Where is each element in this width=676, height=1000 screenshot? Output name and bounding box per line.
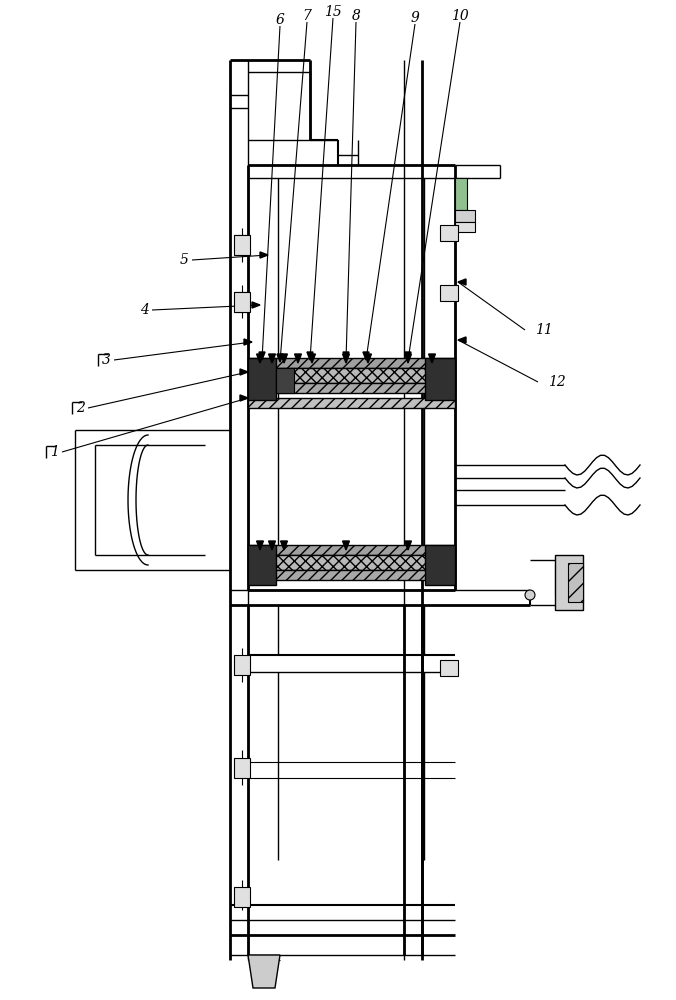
Polygon shape <box>252 302 260 308</box>
Polygon shape <box>268 354 275 363</box>
Bar <box>440 285 458 301</box>
Bar <box>440 660 458 676</box>
Text: 10: 10 <box>451 9 469 23</box>
Text: 8: 8 <box>352 9 360 23</box>
Polygon shape <box>405 352 411 360</box>
Bar <box>248 398 455 408</box>
Text: 4: 4 <box>139 303 149 317</box>
Bar <box>248 545 455 555</box>
Polygon shape <box>308 354 316 363</box>
Polygon shape <box>244 339 252 345</box>
Bar <box>425 358 455 400</box>
Polygon shape <box>343 354 349 363</box>
Text: 6: 6 <box>276 13 285 27</box>
Text: 9: 9 <box>410 11 419 25</box>
Bar <box>568 563 583 602</box>
Polygon shape <box>257 354 264 363</box>
Bar <box>555 555 583 610</box>
Text: 2: 2 <box>76 401 84 415</box>
Polygon shape <box>363 352 369 360</box>
Polygon shape <box>343 352 349 360</box>
Bar <box>248 358 455 368</box>
Polygon shape <box>307 352 313 360</box>
Bar <box>248 555 455 570</box>
Polygon shape <box>240 395 248 401</box>
Bar <box>455 178 467 210</box>
Bar <box>248 570 455 580</box>
Bar <box>234 758 250 778</box>
Bar <box>248 545 276 585</box>
Text: 12: 12 <box>548 375 566 389</box>
Polygon shape <box>404 541 412 550</box>
Text: 5: 5 <box>180 253 189 267</box>
Bar <box>276 368 294 393</box>
Bar <box>248 383 455 393</box>
Polygon shape <box>248 955 280 988</box>
Bar <box>234 235 250 255</box>
Polygon shape <box>458 337 466 343</box>
Polygon shape <box>458 279 466 285</box>
Bar <box>248 368 455 383</box>
Bar <box>455 210 475 222</box>
Polygon shape <box>257 541 264 550</box>
Polygon shape <box>240 369 248 375</box>
Bar <box>440 225 458 241</box>
Bar <box>248 358 276 400</box>
Text: 1: 1 <box>49 445 58 459</box>
Polygon shape <box>404 354 412 363</box>
Polygon shape <box>268 541 275 550</box>
Text: 15: 15 <box>324 5 342 19</box>
Bar <box>425 545 455 585</box>
Polygon shape <box>364 354 371 363</box>
Polygon shape <box>281 354 287 363</box>
Polygon shape <box>429 354 435 363</box>
Text: 7: 7 <box>303 9 312 23</box>
Bar <box>455 222 475 232</box>
Polygon shape <box>277 354 283 362</box>
Bar <box>234 292 250 312</box>
Polygon shape <box>281 541 287 550</box>
Polygon shape <box>259 352 265 360</box>
Text: 11: 11 <box>535 323 553 337</box>
Circle shape <box>525 590 535 600</box>
Polygon shape <box>260 252 268 258</box>
Polygon shape <box>343 541 349 550</box>
Bar <box>234 655 250 675</box>
Text: 3: 3 <box>101 353 110 367</box>
Polygon shape <box>295 354 301 363</box>
Bar <box>234 887 250 907</box>
